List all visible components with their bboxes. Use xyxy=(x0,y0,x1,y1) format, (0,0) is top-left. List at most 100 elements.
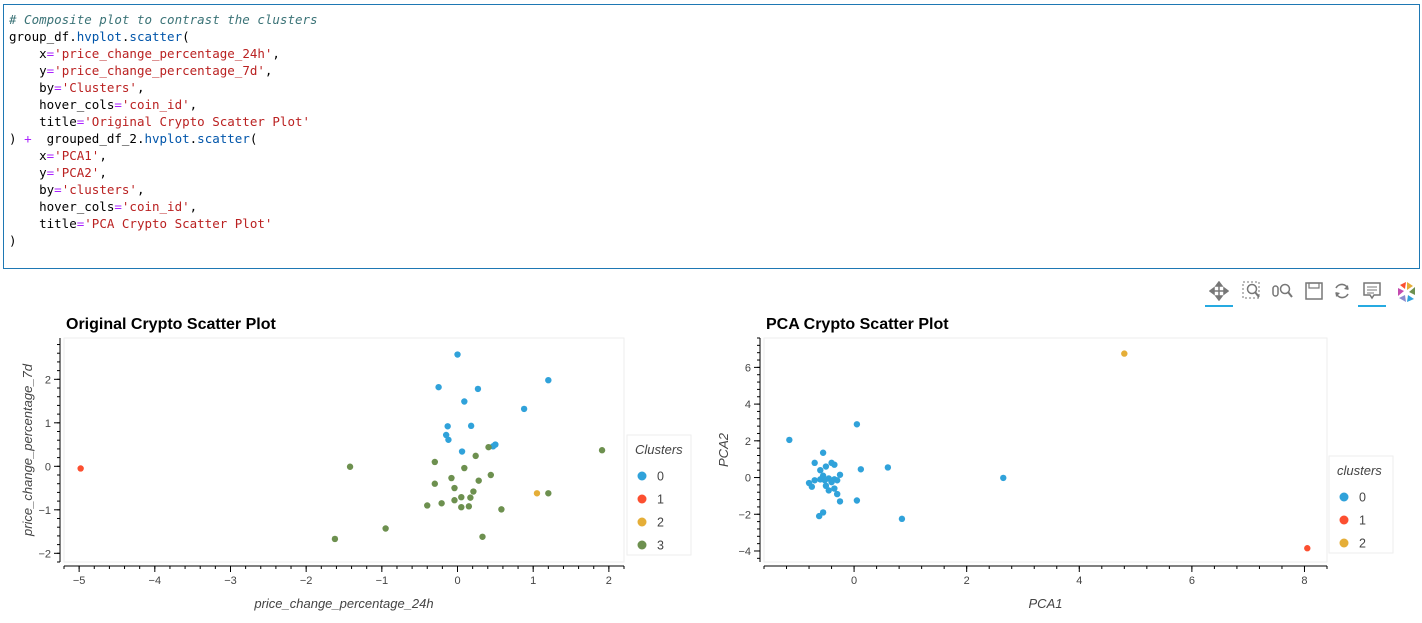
scatter-point[interactable] xyxy=(819,449,827,456)
scatter-point[interactable] xyxy=(435,383,442,391)
scatter-point[interactable] xyxy=(346,463,354,470)
scatter-point[interactable] xyxy=(431,480,439,487)
code-editor[interactable]: # Composite plot to contrast the cluster… xyxy=(9,11,318,249)
scatter-point[interactable] xyxy=(831,485,838,492)
scatter-point[interactable] xyxy=(831,461,838,468)
original-scatter-svg[interactable]: Original Crypto Scatter Plot −5 −4 −3 −2 −1 0 1… xyxy=(0,308,700,618)
scatter-point[interactable] xyxy=(485,443,492,451)
scatter-point[interactable] xyxy=(498,506,505,513)
scatter-point[interactable] xyxy=(451,497,458,504)
code-token: = xyxy=(76,114,85,129)
scatter-point[interactable] xyxy=(1304,545,1311,552)
y-tick-label: 2 xyxy=(745,436,751,448)
scatter-point[interactable] xyxy=(448,474,455,482)
scatter-point[interactable] xyxy=(487,471,495,479)
scatter-point[interactable] xyxy=(479,533,486,540)
scatter-point[interactable] xyxy=(822,482,830,490)
scatter-point[interactable] xyxy=(822,463,830,470)
original-scatter-plot[interactable]: Original Crypto Scatter Plot −5 −4 −3 −2 −1 0 1… xyxy=(0,308,700,618)
reset-tool[interactable] xyxy=(1328,279,1356,305)
scatter-point[interactable] xyxy=(77,465,84,472)
scatter-point[interactable] xyxy=(821,477,829,484)
scatter-point[interactable] xyxy=(836,498,844,505)
scatter-point[interactable] xyxy=(545,376,552,384)
scatter-point[interactable] xyxy=(331,535,339,543)
scatter-point[interactable] xyxy=(853,421,861,428)
code-token: hvplot xyxy=(144,131,190,146)
chart-title: PCA Crypto Scatter Plot xyxy=(766,316,949,333)
scatter-point[interactable] xyxy=(461,398,468,405)
scatter-point[interactable] xyxy=(454,351,461,358)
scatter-point[interactable] xyxy=(382,525,389,532)
scatter-point[interactable] xyxy=(1121,350,1128,357)
code-token: scatter xyxy=(197,131,250,146)
scatter-point[interactable] xyxy=(445,436,452,443)
scatter-point[interactable] xyxy=(853,497,861,504)
legend-marker[interactable] xyxy=(1339,515,1349,525)
legend-label[interactable]: 3 xyxy=(657,539,664,553)
scatter-point[interactable] xyxy=(458,503,465,511)
scatter-point[interactable] xyxy=(474,385,482,393)
code-token: 'clusters' xyxy=(61,182,137,197)
scatter-point[interactable] xyxy=(470,488,477,495)
scatter-point[interactable] xyxy=(836,471,844,478)
scatter-point[interactable] xyxy=(815,512,823,520)
scatter-point[interactable] xyxy=(451,484,458,492)
legend-label[interactable]: 2 xyxy=(657,516,664,530)
legend-label[interactable]: 1 xyxy=(657,493,664,507)
scatter-point[interactable] xyxy=(467,422,475,430)
scatter-point[interactable] xyxy=(598,447,606,454)
hover-tool[interactable] xyxy=(1358,279,1386,307)
scatter-point[interactable] xyxy=(533,490,541,497)
legend-marker[interactable] xyxy=(637,494,647,504)
scatter-point[interactable] xyxy=(520,405,528,413)
code-token: = xyxy=(46,63,55,78)
legend-label[interactable]: 0 xyxy=(657,470,664,484)
scatter-point[interactable] xyxy=(438,500,445,507)
scatter-point[interactable] xyxy=(545,490,552,497)
scatter-point[interactable] xyxy=(825,487,832,494)
legend-label[interactable]: 0 xyxy=(1359,491,1366,505)
scatter-point[interactable] xyxy=(444,423,451,430)
scatter-point[interactable] xyxy=(458,493,465,501)
code-token: , xyxy=(272,46,280,61)
scatter-point[interactable] xyxy=(898,515,906,523)
code-token: = xyxy=(76,216,85,231)
scatter-point[interactable] xyxy=(431,458,439,466)
scatter-point[interactable] xyxy=(833,477,841,484)
scatter-point[interactable] xyxy=(884,464,892,471)
wheel-zoom-tool[interactable] xyxy=(1268,279,1296,305)
scatter-point[interactable] xyxy=(786,436,793,444)
y-axis-label: PCA2 xyxy=(716,432,731,467)
scatter-point[interactable] xyxy=(857,466,865,473)
legend-marker[interactable] xyxy=(637,517,647,527)
scatter-point[interactable] xyxy=(458,448,466,455)
save-tool[interactable] xyxy=(1300,279,1328,305)
scatter-point[interactable] xyxy=(472,452,479,460)
scatter-point[interactable] xyxy=(461,464,468,472)
legend-marker[interactable] xyxy=(1339,538,1349,548)
legend-marker[interactable] xyxy=(637,471,647,481)
legend-label[interactable]: 2 xyxy=(1359,537,1366,551)
legend-marker[interactable] xyxy=(637,540,647,550)
scatter-point[interactable] xyxy=(475,477,482,484)
legend-label[interactable]: 1 xyxy=(1359,514,1366,528)
pca-scatter-svg[interactable]: PCA Crypto Scatter Plot 0 2 4 6 8 −4 −2 0 2 4 6 PCA1… xyxy=(700,308,1422,618)
pca-scatter-plot[interactable]: PCA Crypto Scatter Plot 0 2 4 6 8 −4 −2 0 2 4 6 PCA1… xyxy=(700,308,1422,618)
scatter-point[interactable] xyxy=(811,459,818,467)
scatter-point[interactable] xyxy=(1000,474,1007,482)
bokeh-logo[interactable] xyxy=(1392,279,1420,305)
scatter-point[interactable] xyxy=(442,431,450,439)
scatter-point[interactable] xyxy=(833,490,841,498)
scatter-point[interactable] xyxy=(808,483,816,490)
box-zoom-tool[interactable] xyxy=(1238,279,1266,305)
legend-marker[interactable] xyxy=(1339,492,1349,502)
pan-tool[interactable] xyxy=(1205,279,1233,307)
scatter-point[interactable] xyxy=(465,503,473,510)
scatter-point[interactable] xyxy=(811,477,818,484)
scatter-point[interactable] xyxy=(467,494,474,501)
legend-title: clusters xyxy=(1337,463,1382,478)
scatter-point[interactable] xyxy=(817,466,824,474)
scatter-point[interactable] xyxy=(424,502,431,509)
code-cell[interactable]: # Composite plot to contrast the cluster… xyxy=(3,4,1420,269)
